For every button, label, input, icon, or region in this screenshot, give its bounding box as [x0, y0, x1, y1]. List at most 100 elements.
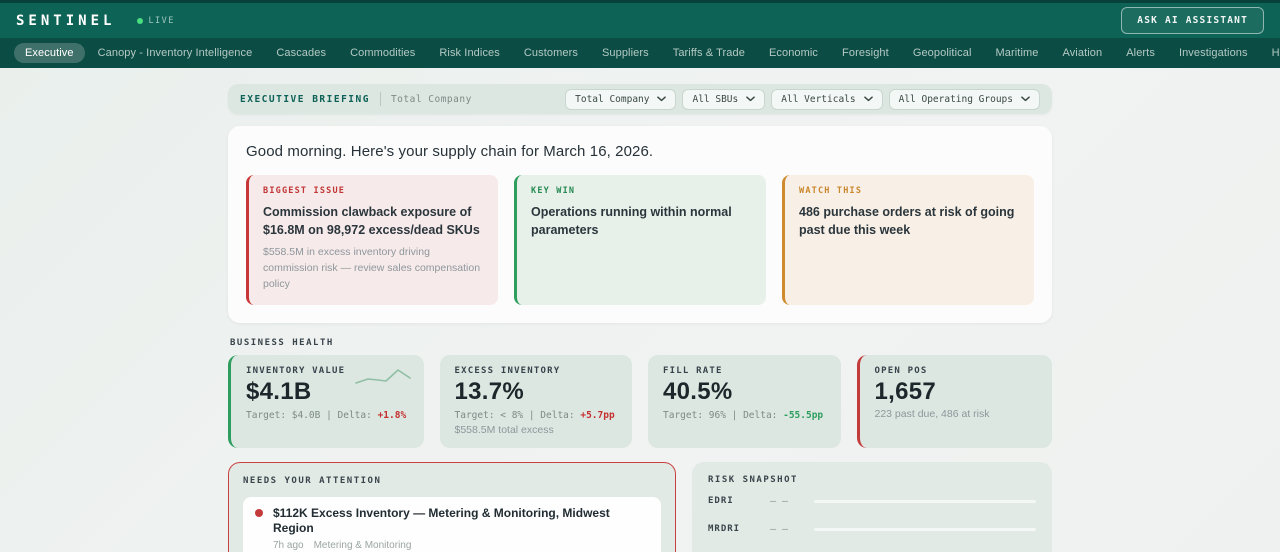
kpi-label-row: FILL RATE [663, 366, 826, 376]
nav-item-commodities[interactable]: Commodities [350, 47, 416, 59]
nav-item-aviation[interactable]: Aviation [1062, 47, 1103, 59]
business-health-label: BUSINESS HEALTH [230, 337, 334, 348]
kpi-subtext: $558.5M total excess [454, 423, 554, 436]
risk-index-bar [814, 499, 1036, 503]
kpi-card-open-pos: OPEN POS 1,657 223 past due, 486 at risk [856, 354, 1052, 448]
nav-item-suppliers[interactable]: Suppliers [601, 47, 649, 59]
nav-item-canopy-inventory-intelligence[interactable]: Canopy - Inventory Intelligence [97, 47, 253, 59]
top-strip [0, 0, 1280, 3]
kpi-label: FILL RATE [663, 365, 723, 376]
chevron-down-icon [1021, 96, 1030, 102]
divider [379, 92, 381, 106]
page-content: EXECUTIVE BRIEFING Total Company Total C… [228, 84, 1052, 552]
nav-item-tariffs-trade[interactable]: Tariffs & Trade [672, 47, 745, 59]
risk-index-value: — — [770, 523, 789, 535]
executive-briefing-bar: EXECUTIVE BRIEFING Total Company Total C… [228, 84, 1052, 114]
live-status: LIVE [137, 16, 174, 26]
kpi-label-row: EXCESS INVENTORY [455, 366, 618, 376]
nav-item-risk-indices[interactable]: Risk Indices [439, 47, 500, 59]
risk-index-row-edri: EDRI — — [708, 496, 1036, 507]
nav-item-maritime[interactable]: Maritime [995, 47, 1039, 59]
kpi-sparkline-icon [354, 368, 411, 384]
kpi-value: 1,657 [874, 377, 937, 405]
kpi-value: $4.1B [246, 377, 312, 405]
kpi-card-inventory-value: INVENTORY VALUE $4.1B Target: $4.0B | Delt… [228, 354, 424, 448]
attention-item-body: $112K Excess Inventory — Metering & Moni… [273, 506, 649, 551]
kpi-delta: +1.8% [377, 409, 407, 421]
attention-list-item[interactable]: $112K Excess Inventory — Metering & Moni… [243, 496, 661, 552]
app-header: SENTINEL LIVE ASK AI ASSISTANT [0, 3, 1280, 38]
nav-item-hedging[interactable]: Hedging [1271, 47, 1280, 59]
filter-select-total-company[interactable]: Total Company [565, 88, 677, 110]
needs-attention-title: NEEDS YOUR ATTENTION [243, 475, 382, 486]
callout-subtext: $558.5M in excess inventory driving comm… [263, 246, 481, 290]
risk-snapshot-title: RISK SNAPSHOT [708, 474, 798, 485]
nav-item-economic[interactable]: Economic [768, 47, 819, 59]
risk-index-list: EDRI— —MRDRI— —HVDRI— — [708, 496, 1036, 552]
attention-item-time: 7h ago [273, 540, 304, 552]
main-nav: Executive Canopy - Inventory Intelligence… [0, 38, 1280, 68]
callout-text: 486 purchase orders at risk of going pas… [799, 205, 1015, 238]
filter-group: Total Company All SBUs All Verticals All Op… [565, 88, 1040, 110]
filter-select-all-sbus[interactable]: All SBUs [682, 88, 766, 110]
kpi-label-row: INVENTORY VALUE [246, 366, 409, 376]
kpi-card-fill-rate: FILL RATE 40.5% Target: 96% | Delta: -55.5… [648, 354, 841, 448]
risk-index-bar [814, 527, 1036, 531]
callout-text: Operations running within normal paramet… [531, 205, 732, 238]
kpi-target: Target: $4.0B | Delta: +1.8% [246, 409, 407, 421]
filter-select-all-operating-groups[interactable]: All Operating Groups [888, 88, 1040, 110]
briefing-summary-card: Good morning. Here's your supply chain f… [228, 126, 1052, 323]
ask-ai-assistant-button[interactable]: ASK AI ASSISTANT [1121, 7, 1264, 34]
filter-value: Total Company [575, 93, 650, 105]
brand-logo: SENTINEL [16, 12, 116, 29]
greeting-text: Good morning. Here's your supply chain f… [246, 143, 654, 160]
kpi-value: 40.5% [663, 377, 733, 405]
kpi-target: Target: 96% | Delta: -55.5pp [663, 409, 824, 421]
live-label: LIVE [148, 15, 175, 26]
briefing-scope: Total Company [390, 93, 472, 105]
alert-dot-icon [255, 508, 263, 517]
callout-row: BIGGEST ISSUE Commission clawback exposur… [246, 175, 1034, 305]
callout-biggest-issue: BIGGEST ISSUE Commission clawback exposur… [246, 175, 498, 305]
attention-item-meta: 7h ago Metering & Monitoring [273, 540, 649, 551]
nav-item-geopolitical[interactable]: Geopolitical [912, 47, 972, 59]
chevron-down-icon [657, 96, 667, 102]
callout-watch-this: WATCH THIS 486 purchase orders at risk of… [782, 175, 1034, 305]
risk-index-label: EDRI [708, 496, 734, 507]
filter-select-all-verticals[interactable]: All Verticals [771, 88, 883, 110]
kpi-value: 13.7% [454, 377, 525, 405]
kpi-label: OPEN POS [874, 365, 928, 376]
live-dot-icon [137, 17, 144, 24]
nav-item-foresight[interactable]: Foresight [842, 47, 889, 59]
kpi-row: INVENTORY VALUE $4.1B Target: $4.0B | Delt… [228, 354, 1052, 448]
nav-item-customers[interactable]: Customers [523, 47, 578, 59]
kpi-label-row: OPEN POS [875, 366, 1038, 376]
callout-label: KEY WIN [531, 186, 576, 196]
nav-item-alerts[interactable]: Alerts [1126, 47, 1155, 59]
bottom-row: NEEDS YOUR ATTENTION $112K Excess Invent… [228, 461, 1052, 552]
callout-text: Commission clawback exposure of $16.8M o… [263, 205, 480, 238]
attention-item-title: $112K Excess Inventory — Metering & Moni… [273, 505, 610, 536]
kpi-target: Target: < 8% | Delta: +5.7pp [454, 409, 615, 421]
filter-value: All Operating Groups [898, 93, 1013, 105]
kpi-subtext: 223 past due, 486 at risk [874, 407, 990, 420]
chevron-down-icon [863, 96, 873, 102]
risk-index-value: — — [770, 495, 789, 507]
kpi-card-excess-inventory: EXCESS INVENTORY 13.7% Target: < 8% | Delt… [439, 354, 632, 448]
filter-value: All SBUs [692, 93, 739, 105]
callout-key-win: KEY WIN Operations running within normal … [514, 175, 766, 305]
nav-item-executive[interactable]: Executive [14, 43, 85, 63]
risk-snapshot-panel: RISK SNAPSHOT EDRI— —MRDRI— —HVDRI— — TO… [692, 461, 1052, 552]
risk-index-label: MRDRI [708, 524, 741, 535]
briefing-title: EXECUTIVE BRIEFING [240, 93, 370, 105]
needs-attention-panel: NEEDS YOUR ATTENTION $112K Excess Invent… [228, 461, 676, 552]
kpi-delta: +5.7pp [580, 409, 615, 421]
attention-item-category: Metering & Monitoring [313, 540, 412, 552]
chevron-down-icon [746, 96, 756, 102]
kpi-label: INVENTORY VALUE [246, 365, 346, 376]
kpi-label: EXCESS INVENTORY [454, 365, 561, 376]
callout-label: WATCH THIS [799, 186, 863, 196]
nav-item-investigations[interactable]: Investigations [1178, 47, 1248, 59]
filter-value: All Verticals [781, 93, 856, 105]
nav-item-cascades[interactable]: Cascades [276, 47, 327, 59]
